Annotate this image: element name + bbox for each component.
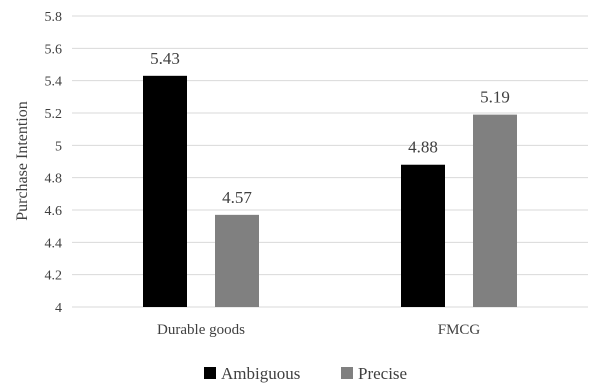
data-labels: 5.43 4.57 4.88 5.19 [150,49,510,207]
y-tick-label: 4.2 [45,269,63,284]
x-axis-categories: Durable goods FMCG [157,322,480,338]
data-label: 5.19 [480,88,510,107]
y-tick-label: 4.8 [45,172,63,187]
y-tick-label: 5.8 [45,10,63,25]
y-tick-label: 4.6 [45,204,63,219]
data-label: 5.43 [150,49,180,68]
legend-label: Ambiguous [221,364,300,383]
bar-precise-1 [473,114,517,307]
y-tick-label: 4.4 [45,236,63,251]
legend-label: Precise [358,364,407,383]
y-tick-label: 5.2 [45,107,63,122]
legend-swatch-ambiguous [204,367,216,379]
y-tick-label: 5 [55,139,62,154]
y-axis-title: Purchase Intention [14,101,31,221]
data-label: 4.57 [222,188,252,207]
legend-swatch-precise [341,367,353,379]
bars [143,75,517,307]
bar-ambiguous-1 [401,164,445,307]
y-tick-label: 5.6 [45,42,63,57]
y-tick-label: 4 [55,301,62,316]
category-label: Durable goods [157,322,245,338]
legend: Ambiguous Precise [204,364,407,383]
y-axis-ticks: 4 4.2 4.4 4.6 4.8 5 5.2 5.4 5.6 5.8 [45,10,63,316]
bar-precise-0 [215,214,259,307]
y-tick-label: 5.4 [45,75,63,90]
bar-ambiguous-0 [143,75,187,307]
data-label: 4.88 [408,138,438,157]
category-label: FMCG [438,322,481,338]
